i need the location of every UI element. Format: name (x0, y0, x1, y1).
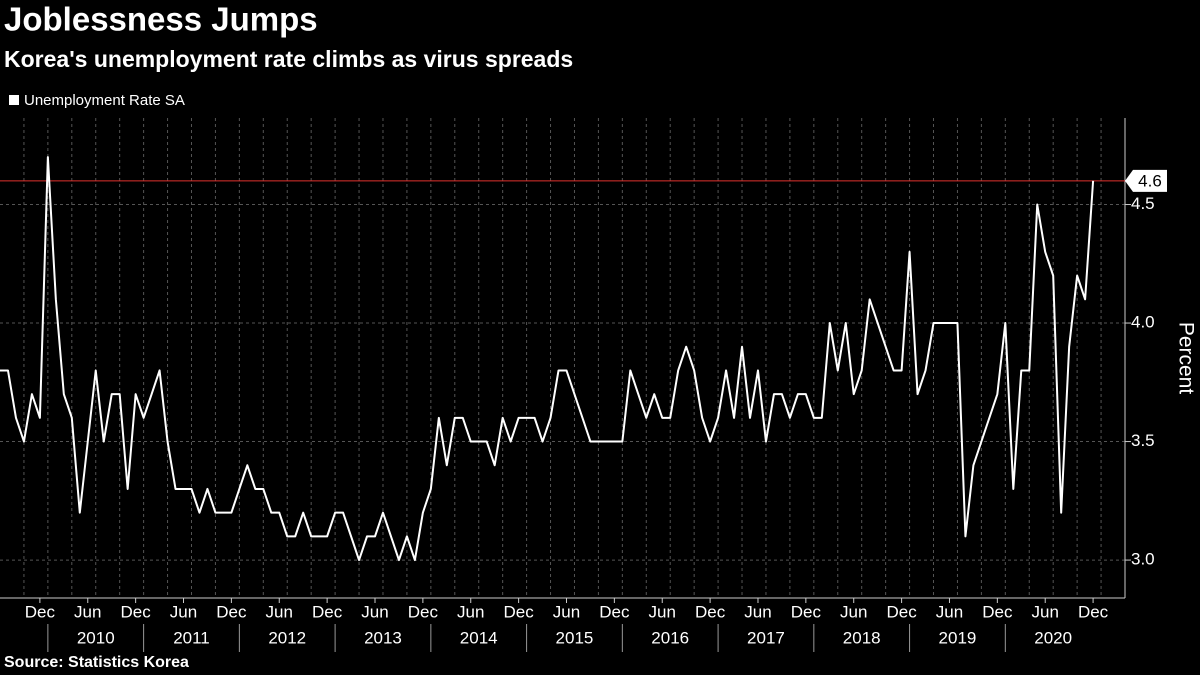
year-label: 2015 (556, 628, 594, 647)
year-label: 2013 (364, 628, 402, 647)
x-tick-label: Jun (649, 602, 676, 621)
x-tick-label: Jun (553, 602, 580, 621)
series-line (0, 156, 1095, 562)
x-tick-label: Dec (121, 602, 152, 621)
y-tick-label: 3.5 (1131, 431, 1155, 450)
x-tick-label: Jun (266, 602, 293, 621)
year-label: 2010 (77, 628, 115, 647)
year-label: 2017 (747, 628, 785, 647)
x-tick-label: Dec (695, 602, 726, 621)
chart-title: Joblessness Jumps (4, 1, 318, 38)
year-label: 2012 (268, 628, 306, 647)
x-tick-label: Dec (25, 602, 56, 621)
x-tick-label: Jun (936, 602, 963, 621)
x-tick-label: Jun (74, 602, 101, 621)
x-tick-label: Dec (791, 602, 822, 621)
year-label: 2011 (173, 628, 210, 647)
year-label: 2014 (460, 628, 498, 647)
y-axis-label: Percent (1174, 322, 1197, 395)
x-tick-label: Dec (1078, 602, 1109, 621)
x-tick-label: Dec (408, 602, 439, 621)
legend-swatch (9, 95, 19, 105)
x-tick-label: Jun (170, 602, 197, 621)
year-label: 2019 (939, 628, 977, 647)
x-tick-label: Dec (886, 602, 917, 621)
y-tick-label: 4.0 (1131, 313, 1155, 332)
chart-subtitle: Korea's unemployment rate climbs as viru… (4, 46, 573, 72)
year-label: 2018 (843, 628, 881, 647)
source: Source: Statistics Korea (4, 654, 189, 671)
x-tick-label: Jun (744, 602, 771, 621)
x-tick-label: Jun (840, 602, 867, 621)
y-tick-label: 4.5 (1131, 194, 1155, 213)
last-value-label: 4.6 (1138, 171, 1162, 190)
y-tick-label: 3.0 (1131, 550, 1155, 569)
year-label: 2016 (651, 628, 689, 647)
x-tick-label: Dec (312, 602, 343, 621)
last-value-tag (1125, 169, 1167, 192)
x-tick-label: Dec (216, 602, 247, 621)
x-tick-label: Dec (503, 602, 534, 621)
x-tick-label: Jun (457, 602, 484, 621)
x-tick-label: Dec (982, 602, 1013, 621)
legend-label: Unemployment Rate SA (24, 92, 185, 109)
x-tick-label: Jun (1032, 602, 1059, 621)
year-label: 2020 (1034, 628, 1072, 647)
x-tick-label: Jun (361, 602, 388, 621)
x-tick-label: Dec (599, 602, 630, 621)
